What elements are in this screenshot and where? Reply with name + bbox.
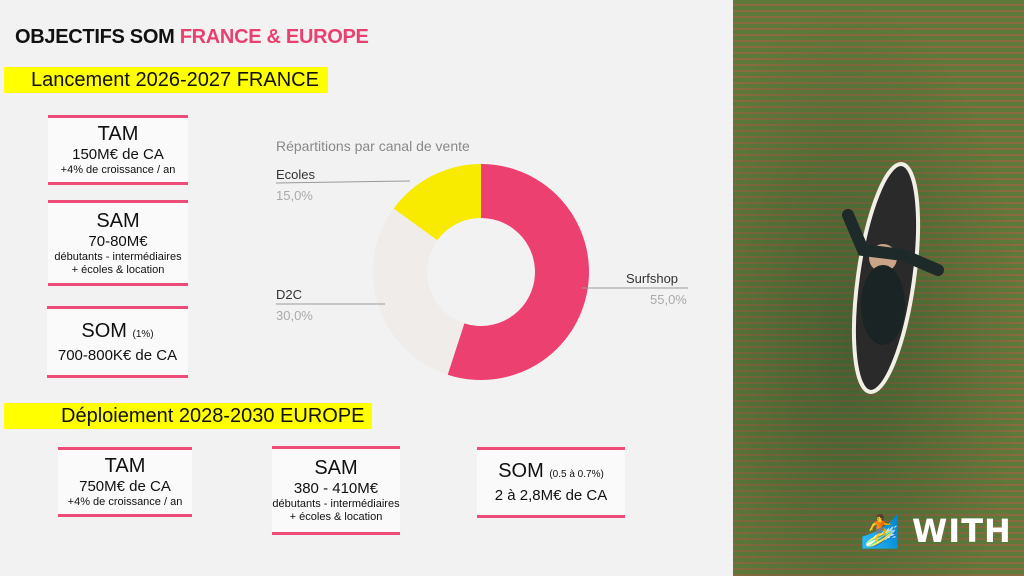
page-title: OBJECTIFS SOM FRANCE & EUROPE xyxy=(15,26,369,48)
europe-heading: Déploiement 2028-2030 EUROPE xyxy=(4,403,372,429)
label-ecoles: Ecoles xyxy=(276,167,316,182)
europe-som-card: SOM (0.5 à 0.7%) 2 à 2,8M€ de CA xyxy=(477,447,625,518)
europe-tam-card: TAM 750M€ de CA +4% de croissance / an xyxy=(58,447,192,517)
label-d2c: D2C xyxy=(276,287,303,302)
france-som-card: SOM (1%) 700-800K€ de CA xyxy=(47,306,188,378)
paddleboard-image xyxy=(842,162,944,394)
france-tam-card: TAM 150M€ de CA +4% de croissance / an xyxy=(48,115,188,185)
europe-sam-card: SAM 380 - 410M€ débutants - intermédiair… xyxy=(272,446,400,535)
brand-logo: WITH xyxy=(912,512,1012,550)
slice-d2c xyxy=(372,208,465,375)
france-heading: Lancement 2026-2027 FRANCE xyxy=(4,67,328,93)
surfer-photo xyxy=(733,0,1024,576)
slice-surfshop xyxy=(447,164,589,381)
pct-d2c: 30,0% xyxy=(276,308,313,323)
slice-ecoles xyxy=(393,164,481,241)
pct-surfshop: 55,0% xyxy=(650,292,687,307)
chart-title: Répartitions par canal de vente xyxy=(276,138,470,154)
leader-line-ecoles xyxy=(275,180,411,184)
surfer-icon: 🏄 xyxy=(860,513,900,549)
france-sam-card: SAM 70-80M€ débutants - intermédiaires +… xyxy=(48,200,188,286)
pct-ecoles: 15,0% xyxy=(276,188,313,203)
donut-chart xyxy=(275,164,688,381)
label-surfshop: Surfshop xyxy=(626,271,679,286)
